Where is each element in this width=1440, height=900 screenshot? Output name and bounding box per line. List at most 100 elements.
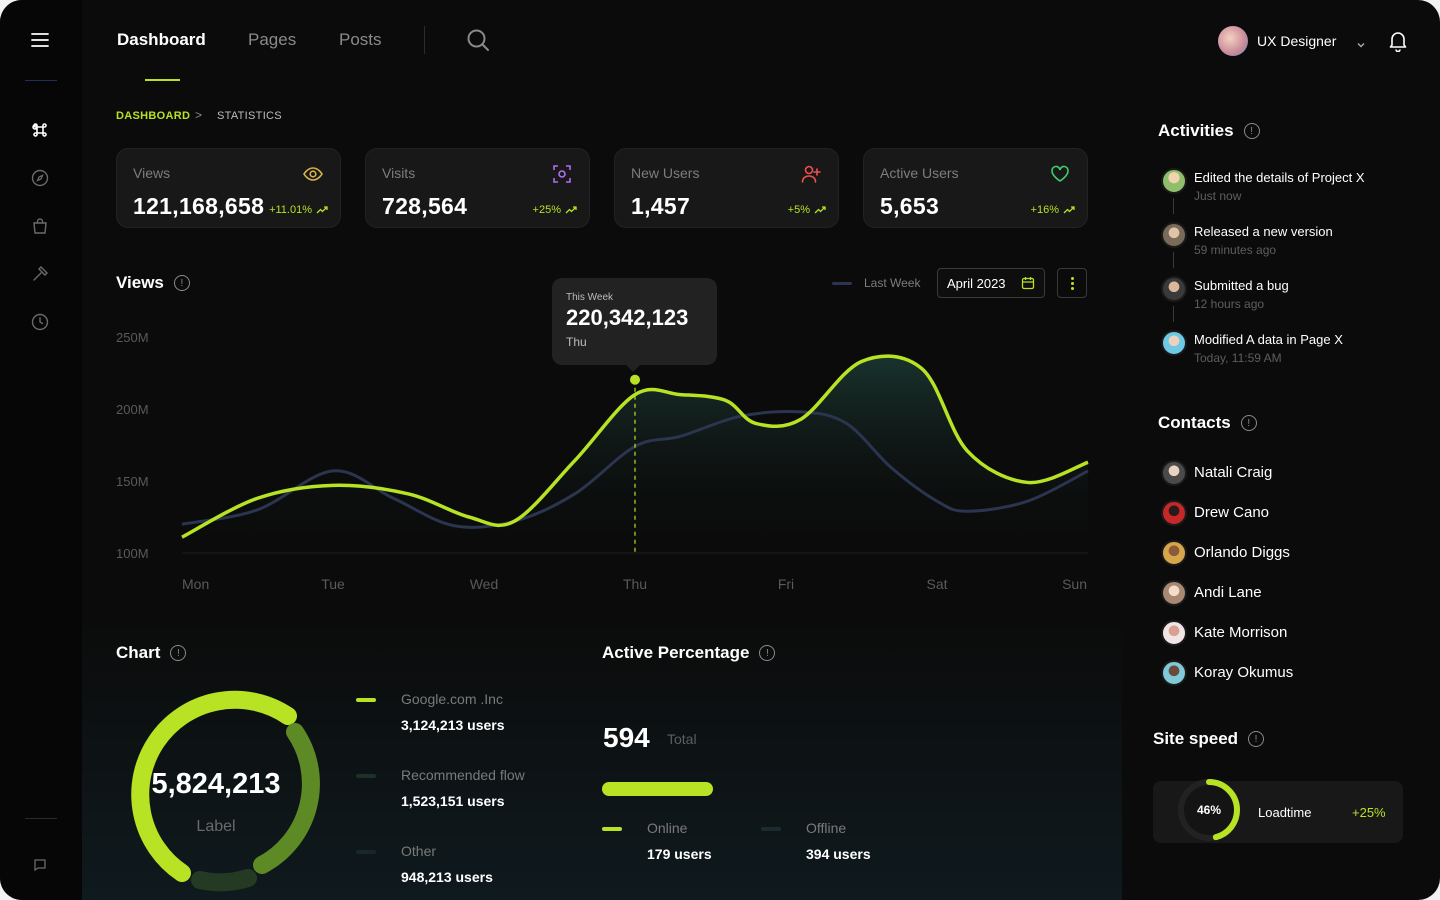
contacts-title: Contacts !	[1158, 413, 1257, 433]
heart-icon	[1049, 163, 1071, 185]
calendar-icon	[1021, 277, 1035, 290]
info-icon[interactable]: !	[759, 645, 776, 661]
contact-name: Andi Lane	[1194, 584, 1262, 601]
activities-title: Activities !	[1158, 121, 1260, 141]
trend-up-icon	[565, 206, 577, 214]
site-speed-title-text: Site speed	[1153, 729, 1239, 748]
more-options-button[interactable]	[1057, 268, 1087, 298]
rail-divider	[25, 818, 57, 819]
activity-title: Submitted a bug	[1194, 278, 1289, 293]
nav-active-indicator	[145, 79, 180, 81]
breadcrumb-root[interactable]: DASHBOARD	[116, 110, 191, 122]
bag-icon[interactable]	[29, 215, 51, 237]
tools-icon[interactable]	[29, 263, 51, 285]
user-avatar[interactable]	[1218, 26, 1248, 56]
menu-icon[interactable]	[29, 29, 51, 51]
chart-panel-title: Chart !	[116, 643, 187, 663]
legend-name: Recommended flow	[401, 767, 525, 783]
chat-icon[interactable]	[29, 854, 51, 876]
stat-value: 121,168,658	[133, 193, 265, 219]
donut-segment-other[interactable]	[191, 869, 257, 892]
active-percentage-title: Active Percentage !	[602, 643, 776, 663]
tooltip-label: This Week	[566, 292, 614, 303]
nav-posts[interactable]: Posts	[339, 30, 382, 49]
search-icon[interactable]	[466, 28, 490, 57]
user-name[interactable]: UX Designer	[1257, 33, 1337, 49]
bottom-panel-background	[82, 620, 1122, 900]
info-icon[interactable]: !	[170, 645, 187, 661]
legend-label: Last Week	[864, 276, 921, 290]
stat-label: New Users	[631, 165, 700, 181]
tooltip-day: Thu	[566, 335, 587, 349]
nav-dashboard[interactable]: Dashboard	[117, 30, 206, 49]
contact-item[interactable]: Drew Cano	[1161, 500, 1381, 526]
dot	[1070, 276, 1074, 280]
info-icon[interactable]: !	[173, 275, 190, 291]
info-icon[interactable]: !	[1243, 123, 1260, 139]
info-icon[interactable]: !	[1240, 415, 1257, 431]
stat-change: +16%	[1031, 204, 1075, 216]
highlight-point[interactable]	[628, 372, 642, 387]
stat-card-active-users[interactable]: Active Users 5,653 +16%	[863, 148, 1088, 228]
scan-icon	[551, 163, 573, 185]
donut-segment-google[interactable]	[131, 690, 297, 882]
date-picker-label: April 2023	[947, 275, 1006, 291]
stat-change: +25%	[533, 204, 577, 216]
x-tick-label: Fri	[778, 576, 794, 592]
legend-swatch	[602, 827, 622, 831]
contact-item[interactable]: Koray Okumus	[1161, 660, 1381, 686]
avatar	[1161, 276, 1187, 302]
x-tick-label: Mon	[182, 576, 209, 592]
stat-change-text: +16%	[1030, 204, 1059, 216]
donut-center-label: Label	[196, 818, 236, 835]
activity-time: 59 minutes ago	[1194, 243, 1277, 257]
stat-card-new-users[interactable]: New Users 1,457 +5%	[614, 148, 839, 228]
contact-name: Orlando Diggs	[1194, 544, 1290, 561]
activity-time: Just now	[1194, 189, 1242, 203]
contact-item[interactable]: Kate Morrison	[1161, 620, 1381, 646]
legend-swatch	[832, 281, 852, 285]
site-speed-percent: 46%	[1196, 803, 1222, 817]
stat-card-views[interactable]: Views 121,168,658 +11.01%	[116, 148, 341, 228]
contact-item[interactable]: Orlando Diggs	[1161, 540, 1381, 566]
legend-value: 394 users	[806, 846, 871, 862]
avatar	[1161, 580, 1187, 606]
views-title-text: Views	[116, 273, 164, 292]
info-icon[interactable]: !	[1248, 731, 1265, 747]
stat-card-visits[interactable]: Visits 728,564 +25%	[365, 148, 590, 228]
legend-swatch	[356, 698, 376, 702]
activities-title-text: Activities	[1158, 121, 1234, 140]
nav-pages[interactable]: Pages	[248, 30, 297, 49]
series-line-this-week	[181, 354, 1089, 539]
activity-title: Modified A data in Page X	[1194, 332, 1343, 347]
user-plus-icon	[800, 163, 822, 185]
legend-name: Online	[647, 820, 688, 836]
activity-time: 12 hours ago	[1194, 297, 1265, 311]
chevron-down-icon[interactable]	[1356, 36, 1366, 54]
x-tick-label: Wed	[470, 576, 499, 592]
contact-item[interactable]: Natali Craig	[1161, 460, 1381, 486]
breadcrumb-current: STATISTICS	[217, 110, 282, 122]
legend-name: Offline	[806, 820, 847, 836]
compass-icon[interactable]	[29, 167, 51, 189]
legend-value: 1,523,151 users	[401, 793, 505, 809]
date-picker-button[interactable]: April 2023	[937, 268, 1045, 298]
command-icon[interactable]	[29, 119, 51, 141]
contact-name: Kate Morrison	[1194, 624, 1288, 641]
nav-divider	[424, 26, 425, 54]
donut-segment-recommended[interactable]	[253, 723, 320, 874]
x-axis-ticks: Mon Tue Wed Thu Fri Sat Sun	[182, 576, 1087, 592]
eye-icon	[302, 163, 324, 185]
dot	[1070, 286, 1074, 290]
site-speed-change: +25%	[1352, 805, 1386, 820]
stat-change: +5%	[788, 204, 826, 216]
activity-title: Edited the details of Project X	[1194, 170, 1365, 185]
clock-icon[interactable]	[29, 311, 51, 333]
avatar	[1161, 330, 1187, 356]
contact-item[interactable]: Andi Lane	[1161, 580, 1381, 606]
bell-icon[interactable]	[1386, 28, 1410, 57]
site-speed-label: Loadtime	[1258, 805, 1312, 820]
y-tick-label: 250M	[116, 330, 149, 345]
avatar	[1161, 460, 1187, 486]
active-progress-bar	[602, 782, 713, 796]
